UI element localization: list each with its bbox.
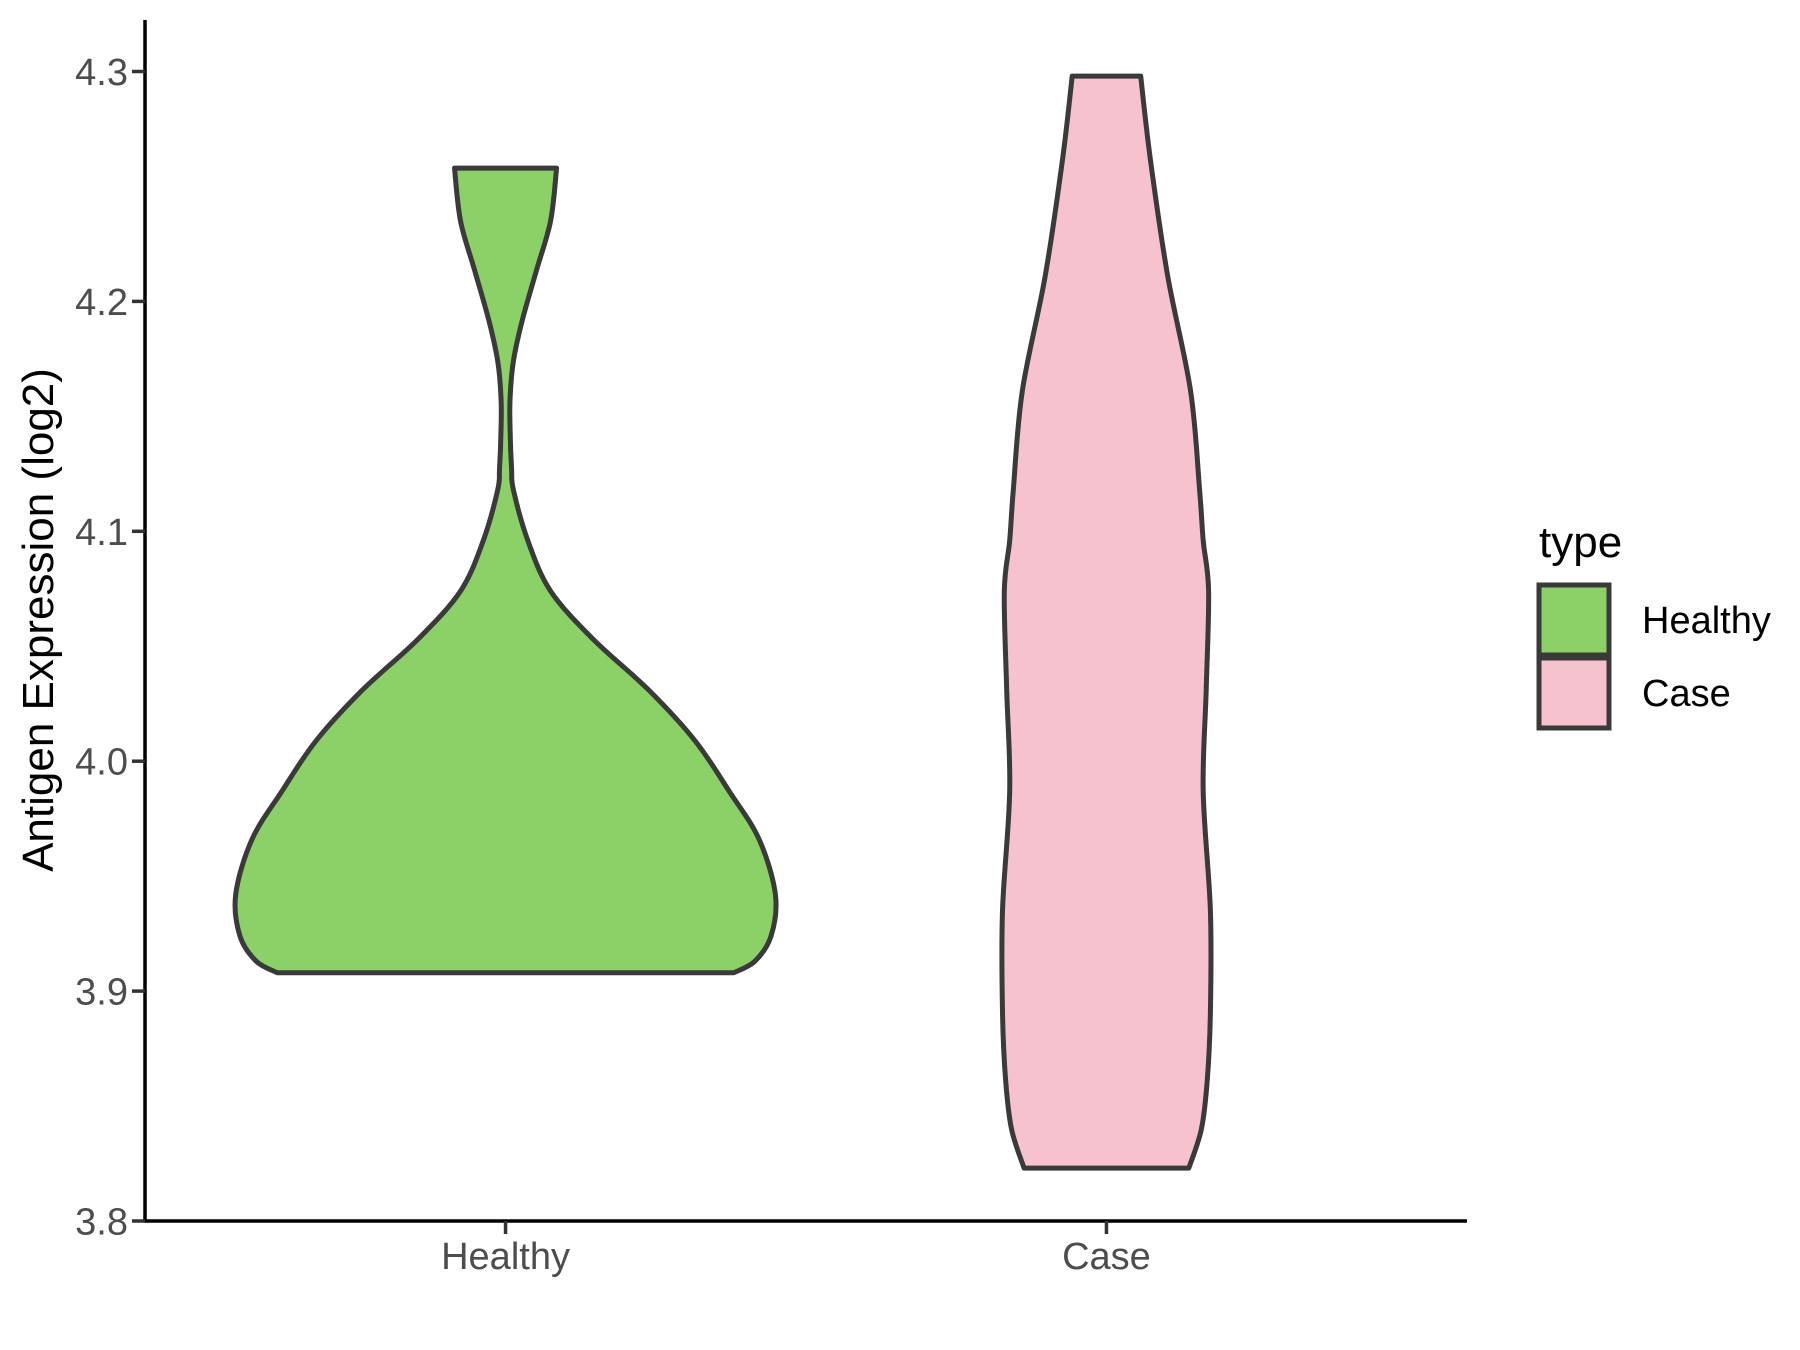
violin-case	[999, 73, 1214, 1171]
legend-label-case: Case	[1642, 673, 1731, 715]
x-tick-label-case: Case	[1062, 1236, 1151, 1278]
x-tick-label-healthy: Healthy	[441, 1236, 570, 1278]
legend: type Healthy Case	[1536, 518, 1771, 731]
legend-label-healthy: Healthy	[1642, 600, 1771, 642]
y-axis-title: Antigen Expression (log2)	[14, 368, 63, 872]
legend-entries: Healthy Case	[1536, 582, 1771, 731]
y-tick-label: 4.2	[75, 282, 128, 324]
y-tick-label: 4.0	[75, 742, 128, 784]
y-tick-label: 4.3	[75, 52, 128, 94]
legend-title: type	[1539, 518, 1622, 567]
x-axis-ticks: Healthy Case	[441, 1221, 1151, 1278]
violins-layer	[232, 73, 1214, 1171]
legend-key-healthy	[1536, 582, 1612, 658]
violin-healthy	[232, 165, 779, 976]
y-axis-ticks: 3.8 3.9 4.0 4.1 4.2 4.3	[75, 52, 145, 1244]
legend-key-case	[1536, 655, 1612, 731]
y-tick-label: 3.9	[75, 972, 128, 1014]
y-tick-label: 3.8	[75, 1202, 128, 1244]
y-tick-label: 4.1	[75, 512, 128, 554]
